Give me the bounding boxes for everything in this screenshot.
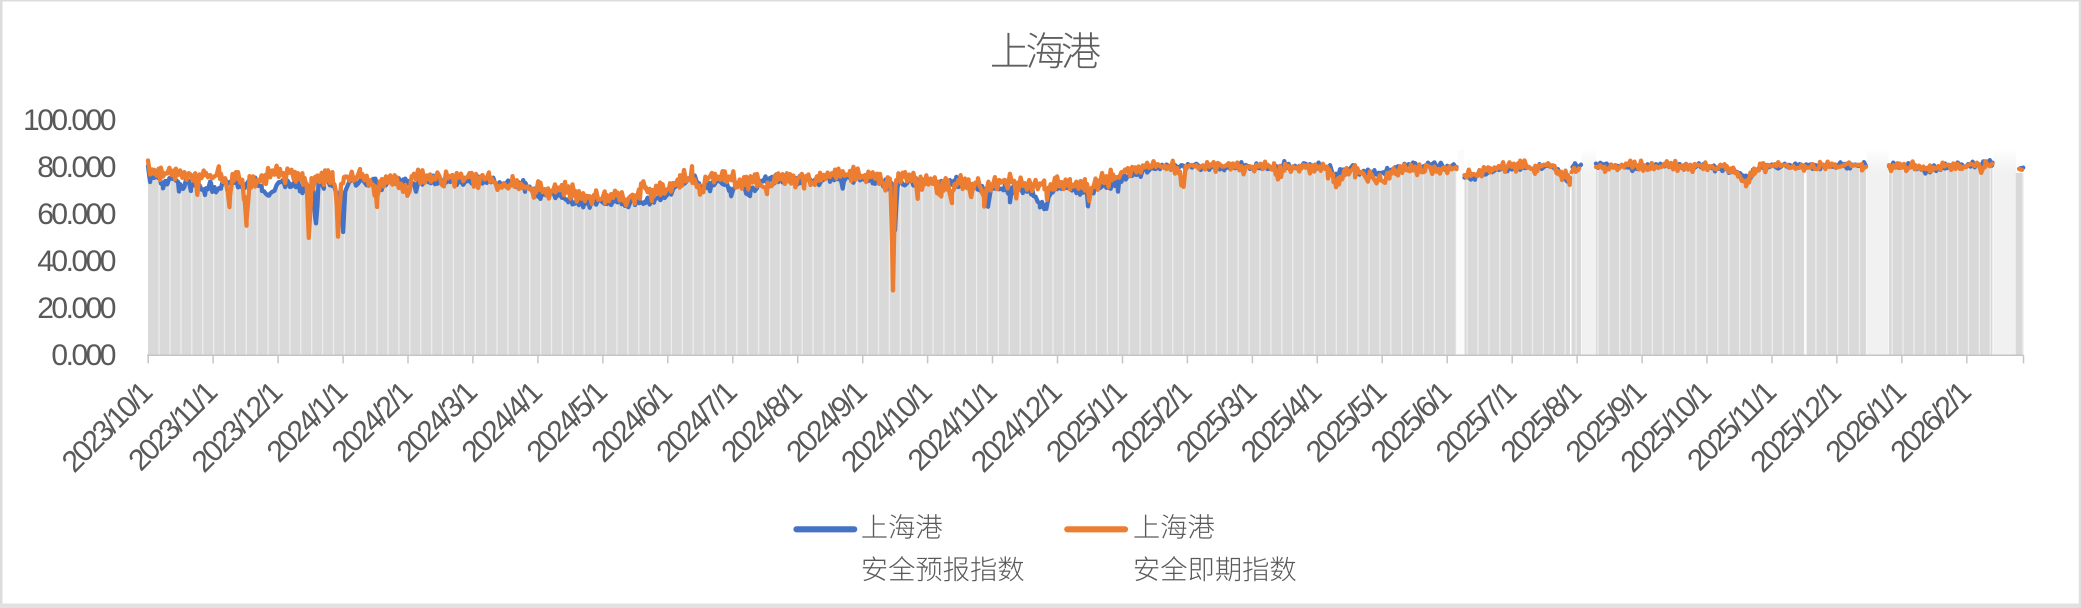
svg-text:60.000: 60.000	[37, 198, 116, 231]
svg-text:40.000: 40.000	[37, 245, 116, 278]
svg-text:20.000: 20.000	[37, 292, 116, 325]
svg-text:100.000: 100.000	[23, 104, 116, 137]
svg-text:80.000: 80.000	[37, 151, 116, 184]
svg-text:0.000: 0.000	[51, 339, 115, 372]
